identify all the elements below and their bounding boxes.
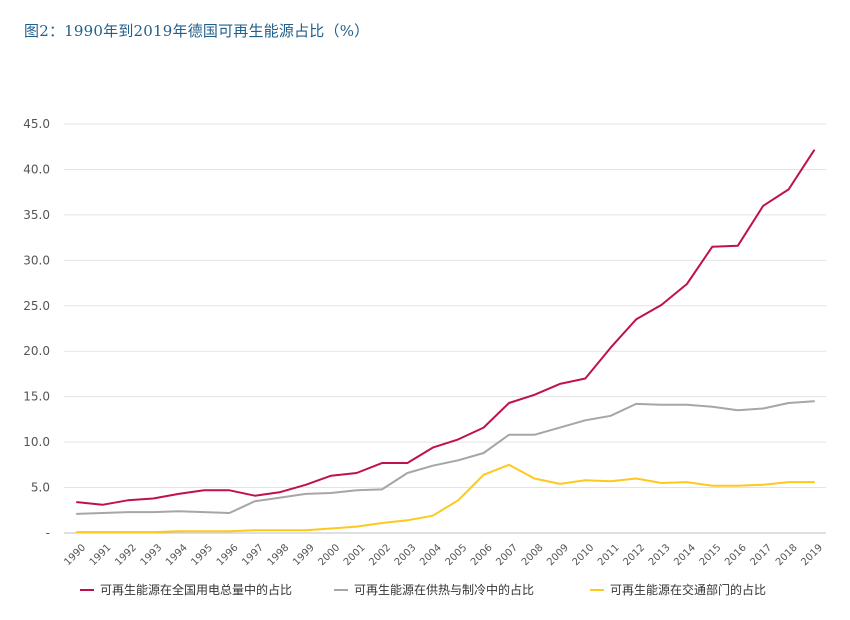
chart-title: 图2：1990年到2019年德国可再生能源占比（%） (24, 22, 370, 40)
x-tick-label: 1997 (240, 542, 266, 568)
x-tick-label: 2006 (469, 542, 495, 568)
legend-label: 可再生能源在全国用电总量中的占比 (100, 582, 292, 597)
x-tick-label: 2011 (596, 542, 622, 568)
x-tick-label: 2018 (774, 542, 800, 568)
series-lines (76, 149, 815, 534)
legend: 可再生能源在全国用电总量中的占比 可再生能源在供热与制冷中的占比 可再生能源在交通部… (80, 582, 766, 597)
x-tick-label: 2014 (672, 542, 698, 568)
legend-label: 可再生能源在交通部门的占比 (610, 582, 766, 597)
series-line-2 (76, 400, 815, 515)
series-line-3 (76, 463, 815, 534)
y-tick-label: 20.0 (23, 344, 50, 358)
x-tick-label: 2015 (698, 542, 724, 568)
x-tick-label: 2002 (367, 542, 393, 568)
y-tick-label: 40.0 (23, 162, 50, 176)
y-tick-label: 25.0 (23, 299, 50, 313)
y-tick-label: 5.0 (31, 481, 50, 495)
x-tick-label: 2012 (621, 542, 647, 568)
x-tick-label: 1999 (291, 542, 317, 568)
legend-label: 可再生能源在供热与制冷中的占比 (354, 582, 534, 597)
x-tick-label: 1992 (113, 542, 139, 568)
x-tick-label: 2001 (342, 542, 368, 568)
x-tick-label: 1990 (62, 542, 88, 568)
x-tick-label: 2016 (723, 542, 749, 568)
y-tick-label: 15.0 (23, 390, 50, 404)
series-line-1 (76, 149, 815, 506)
y-tick-label: - (46, 526, 50, 540)
x-tick-label: 1993 (139, 542, 165, 568)
x-axis-ticks: 1990 1991 1992 1993 1994 1995 1996 1997 1998 1999… (62, 542, 825, 568)
x-tick-label: 1995 (189, 542, 215, 568)
x-tick-label: 1996 (215, 542, 241, 568)
x-tick-label: 2013 (647, 542, 673, 568)
x-tick-label: 2003 (393, 542, 419, 568)
y-tick-label: 45.0 (23, 117, 50, 131)
y-tick-label: 10.0 (23, 435, 50, 449)
x-tick-label: 1998 (266, 542, 292, 568)
x-tick-label: 1991 (88, 542, 114, 568)
x-tick-label: 2019 (799, 542, 825, 568)
x-tick-label: 2007 (494, 542, 520, 568)
x-tick-label: 2008 (520, 542, 546, 568)
x-tick-label: 1994 (164, 542, 190, 568)
x-tick-label: 2005 (444, 542, 470, 568)
gridlines (64, 123, 826, 534)
x-tick-label: 2010 (571, 542, 597, 568)
x-tick-label: 2004 (418, 542, 444, 568)
x-tick-label: 2009 (545, 542, 571, 568)
y-tick-label: 35.0 (23, 208, 50, 222)
y-tick-label: 30.0 (23, 253, 50, 267)
y-axis-ticks: - 5.0 10.0 15.0 20.0 25.0 30.0 35.0 40.0 45.0 (23, 117, 50, 540)
x-tick-label: 2017 (749, 542, 775, 568)
x-tick-label: 2000 (316, 542, 342, 568)
